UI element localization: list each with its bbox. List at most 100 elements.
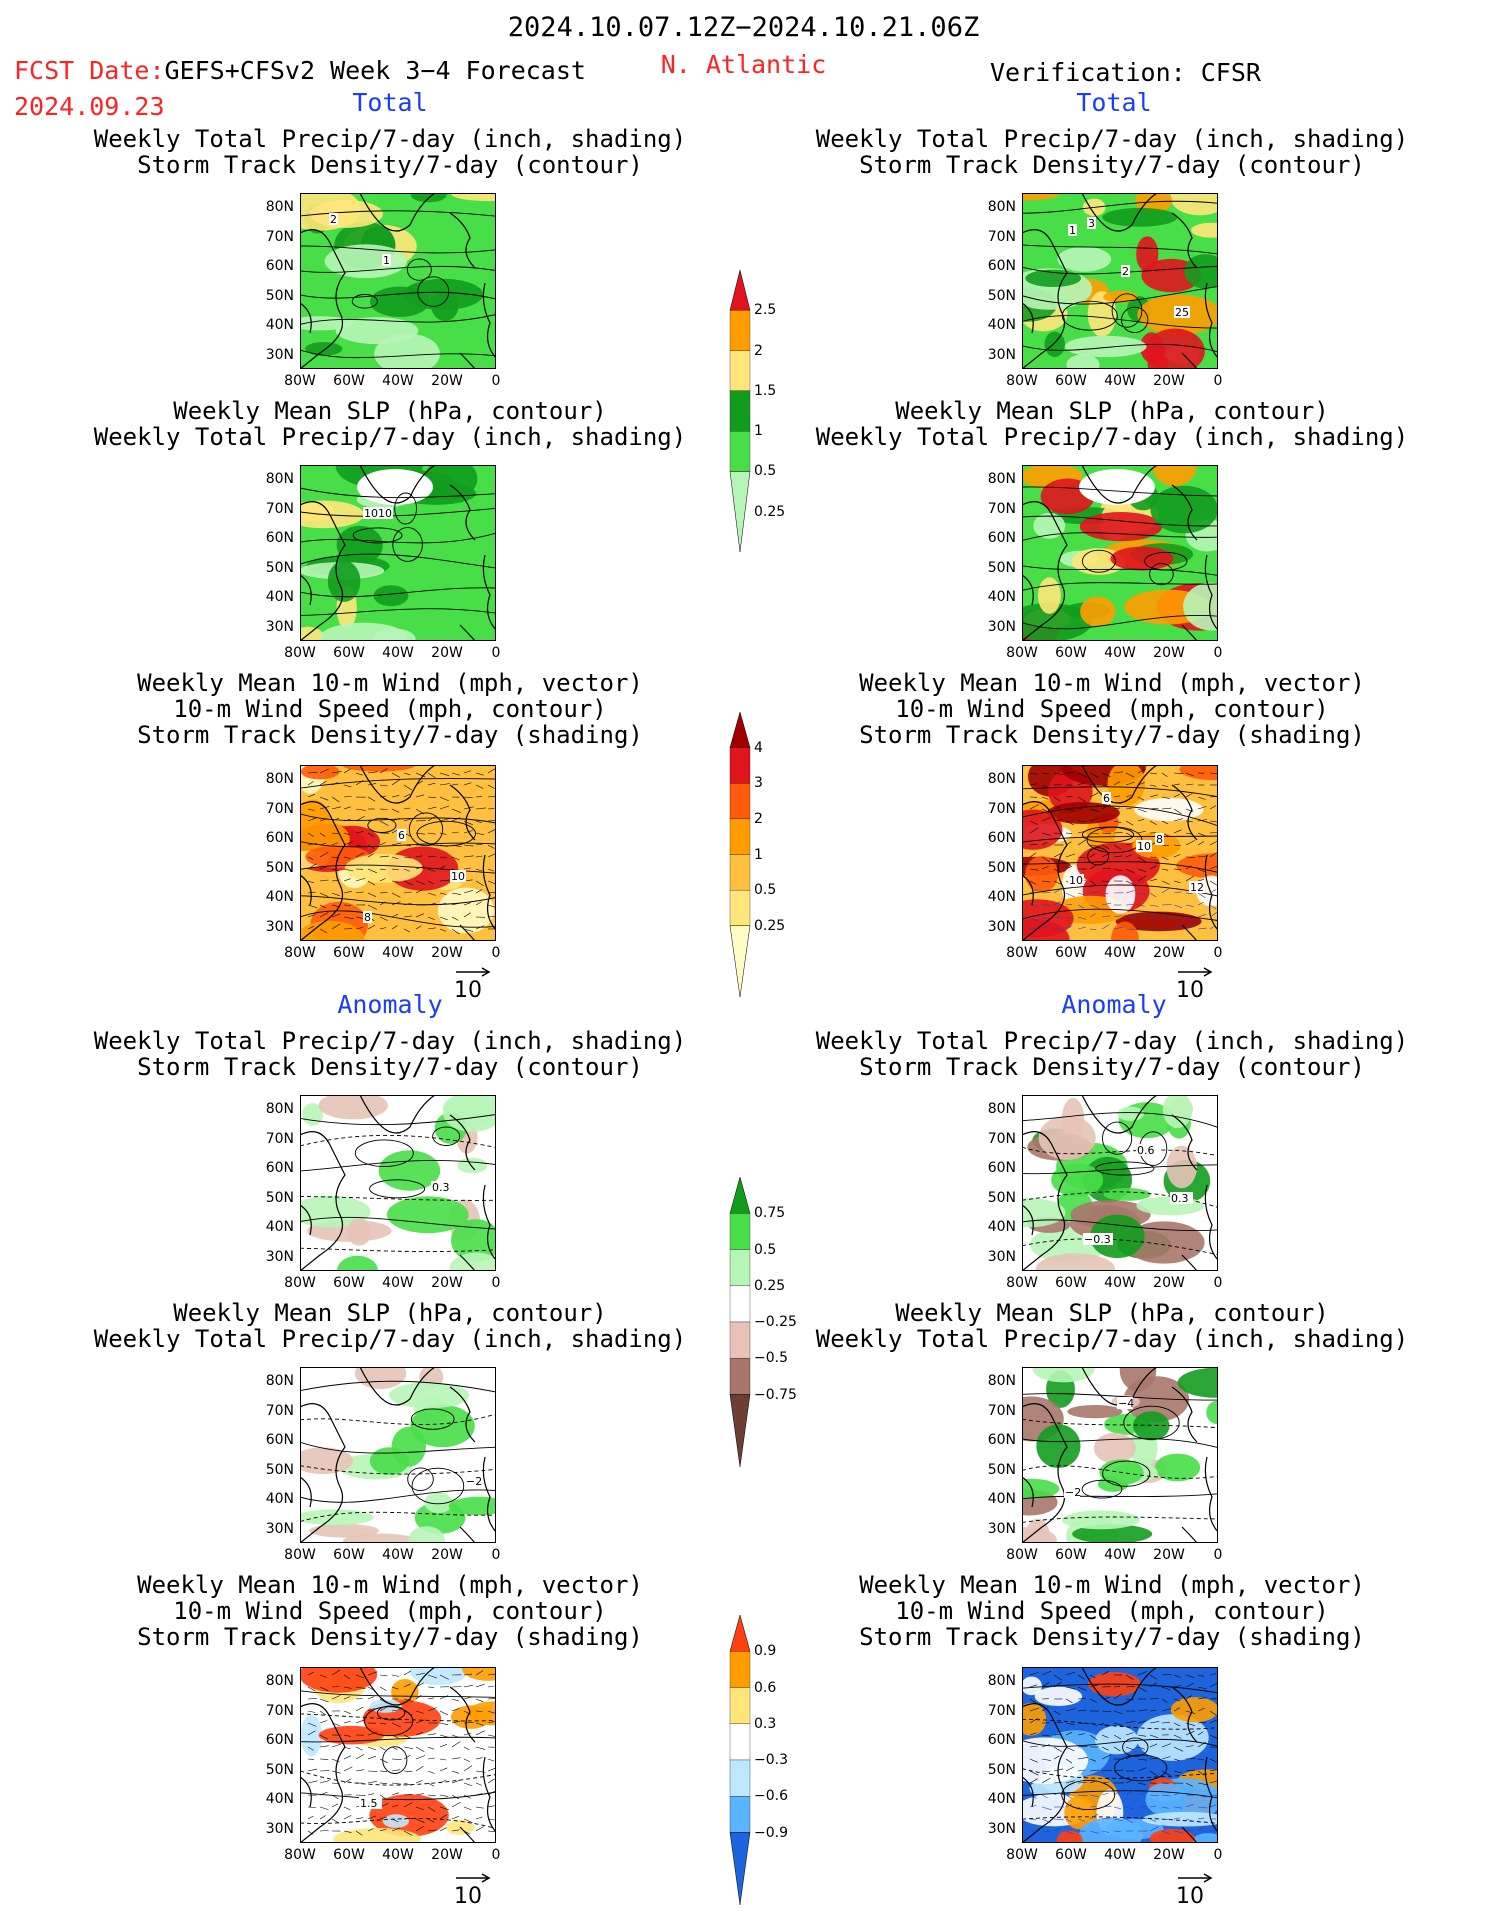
lon-tick-label: 0 — [1213, 1547, 1223, 1563]
map-fc-aslp: −2 — [300, 1367, 496, 1543]
lat-tick-label: 80N — [987, 1673, 1016, 1689]
map-ob-slp — [1022, 465, 1218, 641]
colorbar-tick-label: 1.5 — [754, 382, 777, 399]
vector-reference-ob-anom: 10 — [1176, 1872, 1216, 1909]
lon-tick-label: 0 — [491, 945, 501, 961]
map-fc-wind: 6 10 8 — [300, 765, 496, 941]
colorbar-tick-label: 4 — [754, 739, 763, 756]
arrow-right-icon — [1178, 967, 1213, 977]
contour-label: −2 — [1065, 1486, 1081, 1499]
contour-label: 0.3 — [1171, 1192, 1189, 1205]
lon-tick-label: 0 — [491, 373, 501, 389]
title-ob-slp-precip: Weekly Mean SLP (hPa, contour) Weekly Tot… — [815, 397, 1409, 451]
contour-label: 3 — [1088, 217, 1095, 230]
contour-label: 1010 — [364, 507, 392, 520]
lon-tick-label: 40W — [382, 1547, 414, 1563]
lat-tick-label: 60N — [265, 530, 294, 546]
fcst-date: 2024.09.23 — [14, 92, 165, 121]
contour-label: 0.6 — [1137, 1144, 1155, 1157]
lat-tick-label: 50N — [265, 1761, 294, 1778]
lat-tick-label: 60N — [987, 1160, 1016, 1176]
lat-tick-label: 80N — [265, 771, 294, 787]
contour-label: 12 — [1190, 881, 1204, 894]
lat-tick-label: 50N — [265, 859, 294, 876]
contour-label: 8 — [364, 911, 371, 924]
lat-tick-label: 30N — [987, 346, 1016, 363]
lat-tick-label: 50N — [987, 859, 1016, 876]
contour-label: 1 — [383, 254, 390, 267]
vector-reference-label: 10 — [454, 1884, 482, 1909]
lat-tick-label: 60N — [265, 830, 294, 846]
lat-tick-label: 40N — [987, 1219, 1016, 1235]
lon-tick-label: 80W — [284, 373, 316, 389]
lon-tick-label: 20W — [1153, 945, 1185, 961]
colorbar-tick-label: −0.5 — [754, 1350, 788, 1367]
lat-tick-label: 50N — [987, 287, 1016, 304]
colorbar-track-total: 4 3 2 1 0.5 0.25 — [728, 712, 785, 997]
colorbar-tick-label: 0.5 — [754, 882, 777, 899]
section-total-verification: Total — [1076, 88, 1152, 117]
lon-tick-label: 40W — [382, 373, 414, 389]
map-panel-ob-slp: 80N 70N 60N 50N 40N 30N 80W 60W 40W 20W 0 — [988, 465, 1222, 661]
colorbar-tick-label: 0.25 — [754, 917, 786, 934]
colorbar-tick-label: −0.75 — [754, 1386, 797, 1403]
lat-tick-label: 70N — [265, 800, 294, 817]
map-fc-precip: 21 — [300, 193, 496, 369]
lon-tick-label: 60W — [1055, 373, 1087, 389]
lon-tick-label: 80W — [1006, 1847, 1038, 1863]
lat-tick-label: 50N — [265, 1461, 294, 1478]
lat-tick-label: 50N — [265, 1189, 294, 1206]
lon-tick-label: 40W — [1104, 1847, 1136, 1863]
colorbar-tick-label: 2 — [754, 810, 763, 827]
lon-tick-label: 60W — [1055, 1547, 1087, 1563]
lat-tick-label: 40N — [265, 317, 294, 333]
contour-label: 2 — [1122, 265, 1129, 278]
lon-tick-label: 20W — [431, 373, 463, 389]
fcst-product-label: FCST Date:GEFS+CFSv2 Week 3−4 Forecast — [14, 56, 586, 85]
contour-label: 10 — [1069, 874, 1083, 887]
lat-tick-label: 60N — [265, 1432, 294, 1448]
map-ob-aprecip: 0.3 −0.3 0.6 — [1022, 1095, 1218, 1271]
lon-tick-label: 0 — [491, 1547, 501, 1563]
map-ob-precip: 1 2 25 3 — [1022, 193, 1218, 369]
lat-tick-label: 30N — [265, 1248, 294, 1265]
map-panel-fc-aprecip: 0.3 80N 70N 60N 50N 40N 30N 80W 60W 40W 20W 0 — [266, 1095, 500, 1291]
region-title: N. Atlantic — [660, 50, 827, 79]
coastline — [300, 193, 496, 369]
map-ob-wind: 10 12 6 8 10 — [1022, 765, 1218, 941]
colorbar-tick-label: 0.3 — [754, 1715, 777, 1732]
lat-tick-label: 50N — [987, 1189, 1016, 1206]
verification-label: Verification: CFSR — [990, 58, 1261, 87]
lon-tick-label: 20W — [431, 645, 463, 661]
lat-tick-label: 60N — [987, 1732, 1016, 1748]
lon-tick-label: 0 — [491, 645, 501, 661]
contour-label: 10 — [451, 870, 465, 883]
colorbar-tick-label: 0.25 — [754, 503, 786, 520]
lat-tick-label: 30N — [987, 1820, 1016, 1837]
lat-tick-label: 50N — [265, 559, 294, 576]
lon-tick-label: 40W — [1104, 945, 1136, 961]
lon-tick-label: 60W — [333, 945, 365, 961]
lon-tick-label: 80W — [1006, 1275, 1038, 1291]
title-fc-anom-wind-track: Weekly Mean 10-m Wind (mph, vector) 10-m … — [137, 1571, 643, 1651]
title-ob-wind-track: Weekly Mean 10-m Wind (mph, vector) 10-m … — [859, 669, 1365, 749]
lat-tick-label: 80N — [265, 1673, 294, 1689]
lon-tick-label: 80W — [284, 1275, 316, 1291]
lat-tick-label: 60N — [987, 830, 1016, 846]
lat-tick-label: 60N — [987, 258, 1016, 274]
lon-tick-label: 60W — [1055, 1847, 1087, 1863]
lat-tick-label: 80N — [987, 1101, 1016, 1117]
lat-tick-label: 60N — [265, 1732, 294, 1748]
colorbar-tick-label: 2 — [754, 342, 763, 359]
lon-tick-label: 80W — [1006, 945, 1038, 961]
arrow-right-icon — [456, 1873, 491, 1883]
colorbar-tick-label: 0.75 — [754, 1205, 786, 1222]
title-fc-precip-track: Weekly Total Precip/7-day (inch, shading… — [93, 125, 687, 179]
coastline — [300, 1095, 496, 1271]
lat-tick-label: 50N — [987, 1761, 1016, 1778]
contour-label: 0.3 — [432, 1181, 450, 1194]
contour-label: 10 — [1137, 840, 1151, 853]
lat-tick-label: 30N — [265, 1820, 294, 1837]
lon-tick-label: 20W — [1153, 1547, 1185, 1563]
map-panel-fc-precip: 2 1 80N 70N 60N 50N 40N 30N 80W 60W 40W 20W 0 — [266, 193, 500, 389]
